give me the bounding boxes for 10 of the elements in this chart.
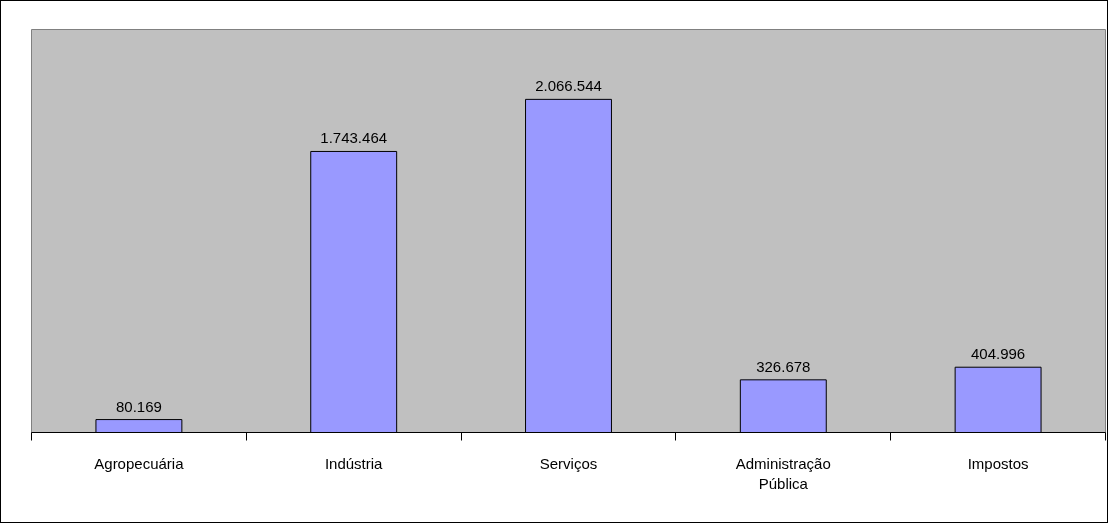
- x-tick-label: Administração Pública: [735, 454, 831, 492]
- x-tick-label: Serviços: [539, 454, 598, 472]
- x-tick-label: Indústria: [324, 454, 384, 472]
- x-tick-label: Impostos: [967, 454, 1029, 472]
- data-label: 326.678: [756, 357, 811, 375]
- data-label: 404.996: [970, 345, 1026, 363]
- x-tick-label: Agropecuária: [94, 454, 185, 472]
- data-label: 1.743.464: [320, 129, 388, 147]
- data-label: 80.169: [115, 397, 162, 415]
- data-label: 2.066.544: [535, 77, 602, 95]
